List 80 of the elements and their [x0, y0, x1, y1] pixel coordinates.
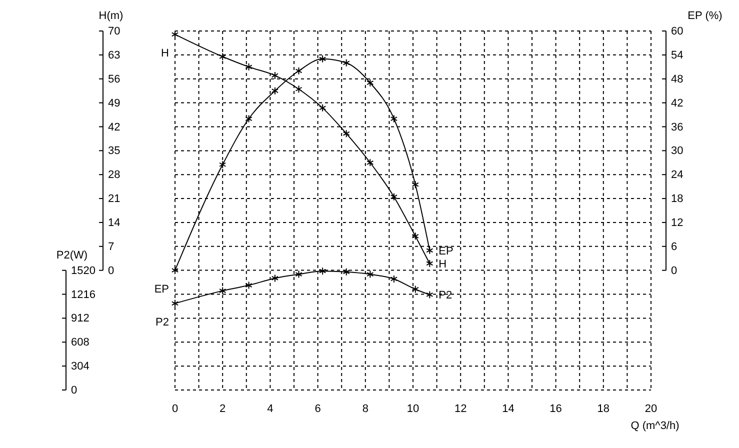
point — [271, 86, 279, 95]
point — [390, 274, 398, 283]
x-tick-label: 6 — [314, 402, 321, 415]
point — [390, 114, 398, 123]
y-tick-label: 56 — [108, 73, 120, 86]
y3-tick-label: 912 — [71, 312, 90, 325]
point — [366, 158, 374, 167]
y-tick-label: 28 — [108, 169, 120, 182]
point — [319, 104, 326, 112]
y2-tick-label: 60 — [671, 26, 684, 38]
x-tick-label: 20 — [644, 402, 658, 415]
y-tick-label: 70 — [108, 26, 120, 38]
y3-tick-label: 0 — [71, 384, 78, 397]
series-label: H — [438, 258, 447, 270]
y-tick-label: 7 — [108, 240, 114, 253]
y-tick-label: 0 — [108, 264, 114, 277]
y-tick-label: 14 — [108, 216, 120, 229]
y2-tick-label: 36 — [671, 121, 684, 134]
y2-tick-label: 54 — [671, 49, 684, 62]
y2-tick-label: 6 — [671, 240, 678, 253]
y2-tick-label: 12 — [671, 216, 684, 229]
y2-tick-label: 0 — [671, 264, 678, 277]
y2-tick-label: 42 — [671, 97, 684, 110]
y-tick-label: 35 — [108, 145, 120, 158]
y-tick-label: 49 — [108, 97, 120, 110]
point — [342, 268, 350, 276]
point — [426, 259, 434, 268]
y3-tick-label: 1520 — [71, 264, 96, 277]
point — [366, 270, 374, 278]
x-tick-label: 0 — [172, 402, 178, 415]
point — [295, 85, 302, 94]
x-tick-label: 8 — [362, 402, 368, 415]
point — [342, 130, 350, 138]
text: P2 — [156, 316, 169, 328]
point — [426, 290, 434, 299]
point — [319, 54, 326, 63]
x-tick-label: 18 — [597, 402, 610, 415]
point — [295, 270, 302, 278]
y-tick-label: 42 — [108, 121, 120, 134]
point — [219, 160, 226, 169]
point — [245, 281, 252, 290]
y3-axis-title: P2(W) — [56, 249, 88, 262]
x-tick-label: 16 — [550, 402, 562, 415]
y-tick-label: 63 — [108, 49, 120, 62]
y-axis-title: H(m) — [98, 10, 124, 22]
point — [412, 232, 419, 240]
y3-tick-label: 304 — [71, 360, 90, 373]
point — [245, 114, 252, 123]
y2-tick-label: 18 — [671, 193, 684, 206]
point — [426, 246, 434, 254]
point — [366, 78, 374, 87]
y2-tick-label: 24 — [671, 169, 684, 182]
x-axis-title: Q (m^3/h) — [630, 420, 680, 432]
x-tick-label: 10 — [406, 402, 420, 415]
point — [219, 52, 226, 61]
series-label: EP — [438, 245, 454, 258]
y2-tick-label: 48 — [671, 73, 684, 86]
point — [412, 180, 419, 189]
y2-tick-label: 30 — [671, 145, 684, 158]
text: H — [161, 47, 169, 60]
y2-axis-title: EP (%) — [688, 10, 722, 22]
x-tick-label: 2 — [220, 402, 226, 415]
x-tick-label: 4 — [267, 402, 274, 415]
point — [342, 58, 350, 67]
point — [171, 299, 179, 308]
series-label: P2 — [438, 290, 452, 302]
y3-tick-label: 1216 — [71, 288, 96, 301]
x-tick-label: 14 — [502, 402, 514, 415]
y-tick-label: 21 — [108, 193, 120, 206]
x-tick-label: 12 — [454, 402, 467, 415]
point — [245, 62, 252, 71]
point — [271, 274, 279, 282]
point — [319, 267, 326, 276]
point — [219, 286, 226, 295]
text: EP — [154, 283, 169, 296]
point — [390, 192, 398, 201]
y3-tick-label: 608 — [71, 336, 90, 349]
point — [295, 66, 302, 75]
point — [271, 71, 279, 80]
point — [412, 285, 419, 294]
